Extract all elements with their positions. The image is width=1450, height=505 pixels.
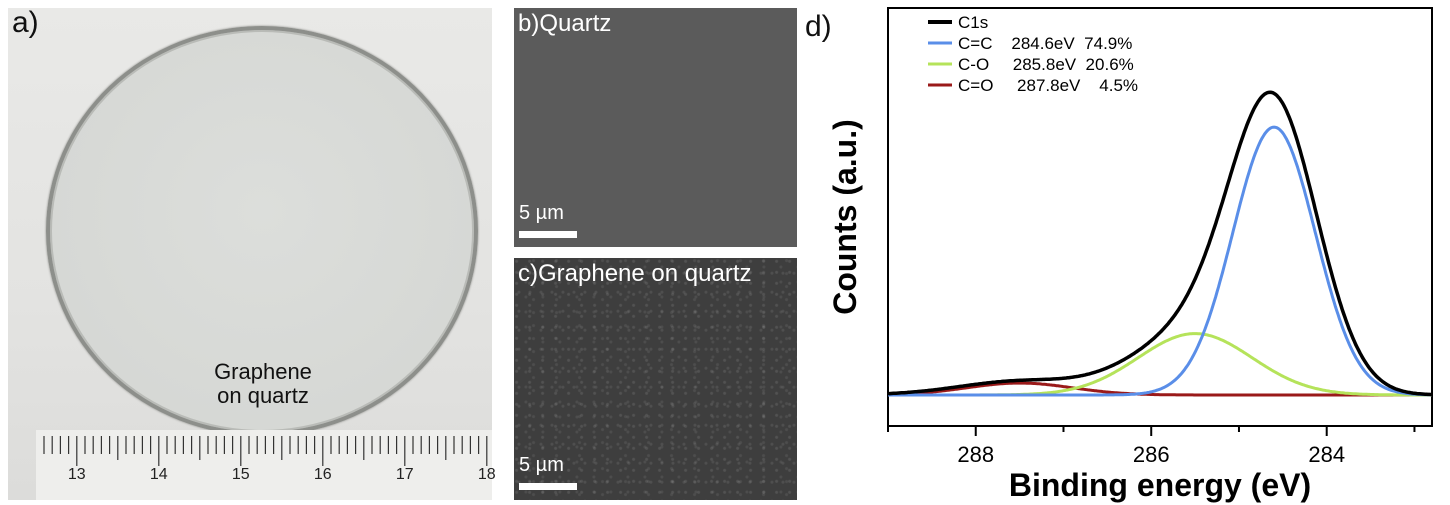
- sample-label-line2: on quartz: [217, 383, 309, 408]
- y-axis-label: Counts (a.u.): [827, 119, 863, 315]
- x-axis-label: Binding energy (eV): [1009, 467, 1311, 503]
- plot-frame: [887, 7, 1433, 427]
- series-layer: [887, 90, 1432, 397]
- scale-bar-label: 5 µm: [519, 454, 564, 476]
- panel-d-label: d): [805, 10, 832, 43]
- series-line-c-o: [887, 381, 1432, 397]
- ruler-number: 13: [67, 466, 86, 483]
- scale-bar: [519, 231, 577, 238]
- legend-entry: C=C 284.6eV 74.9%: [958, 34, 1132, 53]
- scale-bar-label: 5 µm: [519, 202, 564, 224]
- legend-entry: C-O 285.8eV 20.6%: [958, 55, 1134, 74]
- ruler-number: 16: [313, 466, 332, 483]
- ruler-number: 18: [477, 466, 496, 483]
- sem-graphene-panel: c)Graphene on quartz 5 µm: [514, 258, 797, 500]
- x-tick-label: 288: [957, 442, 994, 467]
- ruler-ticks: [43, 436, 488, 466]
- quartz-wafer-photo: [46, 26, 478, 436]
- legend: C1s C=C 284.6eV 74.9% C-O 285.8eV 20.6% C=O…: [928, 13, 1138, 95]
- panel-b-label: b): [518, 10, 540, 37]
- scale-bar: [519, 483, 577, 490]
- sample-label: Graphene on quartz: [178, 360, 348, 408]
- panel-b-title: b)Quartz: [518, 10, 611, 38]
- panel-c-title-text: Graphene on quartz: [538, 260, 752, 287]
- panel-c-title: c)Graphene on quartz: [518, 260, 751, 288]
- ruler-number: 14: [149, 466, 168, 483]
- xps-chart: 288 286 284 C1s C=C 284.6eV 74.9% C-O 285.8e…: [827, 7, 1433, 503]
- ruler: 13141516171819: [36, 430, 578, 500]
- x-tick-label: 284: [1308, 442, 1345, 467]
- ruler-number: 15: [231, 466, 250, 483]
- panel-a-label: a): [12, 6, 39, 39]
- legend-entry: C=O 287.8eV 4.5%: [958, 76, 1138, 95]
- photo-panel: Graphene on quartz 13141516171819: [8, 8, 578, 500]
- ticks-layer: 288 286 284: [887, 426, 1416, 467]
- legend-entry: C1s: [958, 13, 988, 32]
- x-tick-label: 286: [1133, 442, 1170, 467]
- series-line-c1s: [888, 90, 1432, 397]
- series-line-c-c: [888, 125, 1432, 397]
- sem-quartz-panel: b)Quartz 5 µm: [514, 8, 797, 247]
- sample-label-line1: Graphene: [214, 359, 312, 384]
- panel-c-label: c): [518, 260, 538, 287]
- panel-b-title-text: Quartz: [539, 10, 612, 37]
- ruler-number: 17: [395, 466, 414, 483]
